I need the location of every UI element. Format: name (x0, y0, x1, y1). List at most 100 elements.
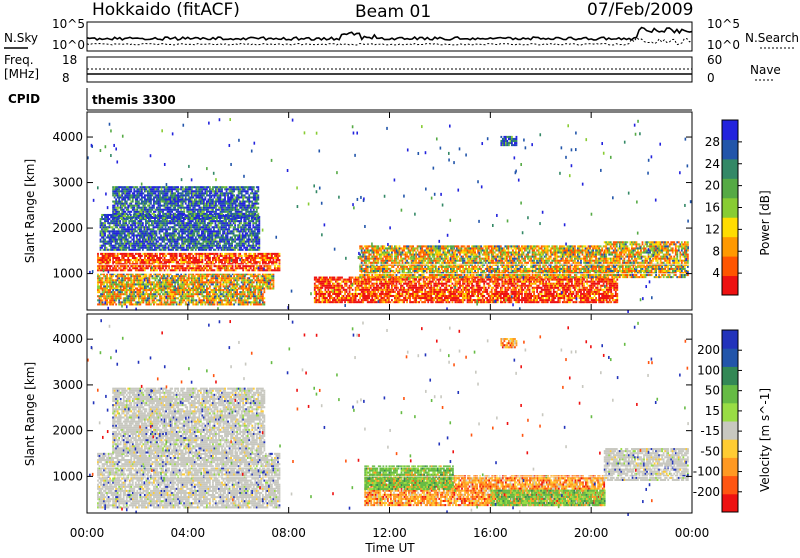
data-cell (230, 301, 232, 303)
data-cell (258, 228, 260, 230)
data-cell (164, 289, 166, 291)
data-cell (158, 275, 160, 277)
data-cell (183, 277, 185, 279)
data-cell (273, 275, 275, 277)
data-cell (258, 239, 260, 241)
data-cell (171, 243, 173, 245)
data-cell (209, 186, 211, 188)
data-cell (124, 226, 126, 228)
data-cell (123, 217, 125, 219)
data-cell (182, 203, 184, 205)
data-cell (149, 301, 151, 303)
data-cell (182, 192, 184, 194)
data-cell (153, 205, 155, 207)
data-cell (195, 257, 197, 259)
data-cell (173, 303, 175, 305)
data-cell (125, 222, 127, 224)
data-cell (193, 232, 195, 234)
data-cell (165, 249, 167, 251)
data-cell (188, 285, 190, 287)
data-cell (153, 257, 155, 259)
data-cell (121, 201, 123, 203)
data-cell (212, 215, 214, 217)
data-cell (115, 245, 117, 247)
data-cell (153, 241, 155, 243)
data-cell (173, 217, 175, 219)
data-cell (230, 222, 232, 224)
data-cell (185, 259, 187, 261)
data-cell (100, 285, 102, 287)
data-cell (194, 207, 196, 209)
data-cell (262, 295, 264, 297)
data-cell (219, 245, 221, 247)
data-cell (114, 301, 116, 303)
data-cell (133, 293, 135, 295)
data-cell (109, 232, 111, 234)
data-cell (245, 285, 247, 287)
data-cell (112, 303, 114, 305)
data-cell (168, 247, 170, 249)
data-cell (201, 303, 203, 305)
data-cell (161, 257, 163, 259)
data-cell (276, 261, 278, 263)
data-cell (233, 281, 235, 283)
data-cell (245, 253, 247, 255)
data-cell (127, 215, 129, 217)
data-cell (203, 201, 205, 203)
data-cell (244, 283, 246, 285)
data-cell (114, 253, 116, 255)
data-cell (201, 259, 203, 261)
data-cell (157, 241, 159, 243)
data-cell (138, 299, 140, 301)
data-cell (130, 259, 132, 261)
data-cell (244, 291, 246, 293)
data-cell (107, 216, 109, 218)
data-cell (193, 234, 195, 236)
data-cell (257, 255, 259, 257)
data-cell (181, 234, 183, 236)
data-cell (103, 236, 105, 238)
data-cell (115, 303, 117, 305)
data-cell (119, 220, 121, 222)
data-cell (141, 198, 143, 200)
data-cell (273, 279, 275, 281)
data-cell (178, 232, 180, 234)
data-cell (219, 232, 221, 234)
data-cell (197, 289, 199, 291)
data-cell (109, 218, 111, 220)
cpid-value: themis 3300 (92, 93, 176, 107)
data-cell (123, 209, 125, 211)
data-cell (104, 224, 106, 226)
data-cell (262, 299, 264, 301)
data-cell (258, 247, 260, 249)
data-cell (239, 265, 241, 267)
data-cell (156, 253, 158, 255)
data-cell (242, 269, 244, 271)
data-cell (262, 293, 264, 295)
data-cell (167, 192, 169, 194)
data-cell (212, 236, 214, 238)
data-cell (250, 297, 252, 299)
data-cell (245, 230, 247, 232)
data-cell (185, 196, 187, 198)
data-cell (226, 283, 228, 285)
data-cell (262, 285, 264, 287)
data-cell (245, 236, 247, 238)
data-cell (191, 188, 193, 190)
data-cell (126, 291, 128, 293)
data-cell (232, 267, 234, 269)
data-cell (203, 285, 205, 287)
data-cell (210, 228, 212, 230)
data-cell (144, 217, 146, 219)
data-cell (149, 277, 151, 279)
data-cell (149, 213, 151, 215)
data-cell (217, 283, 219, 285)
data-cell (236, 291, 238, 293)
data-cell (120, 295, 122, 297)
data-cell (142, 222, 144, 224)
data-cell (237, 228, 239, 230)
data-cell (102, 277, 104, 279)
data-cell (257, 277, 259, 279)
data-cell (255, 222, 257, 224)
data-cell (192, 236, 194, 238)
